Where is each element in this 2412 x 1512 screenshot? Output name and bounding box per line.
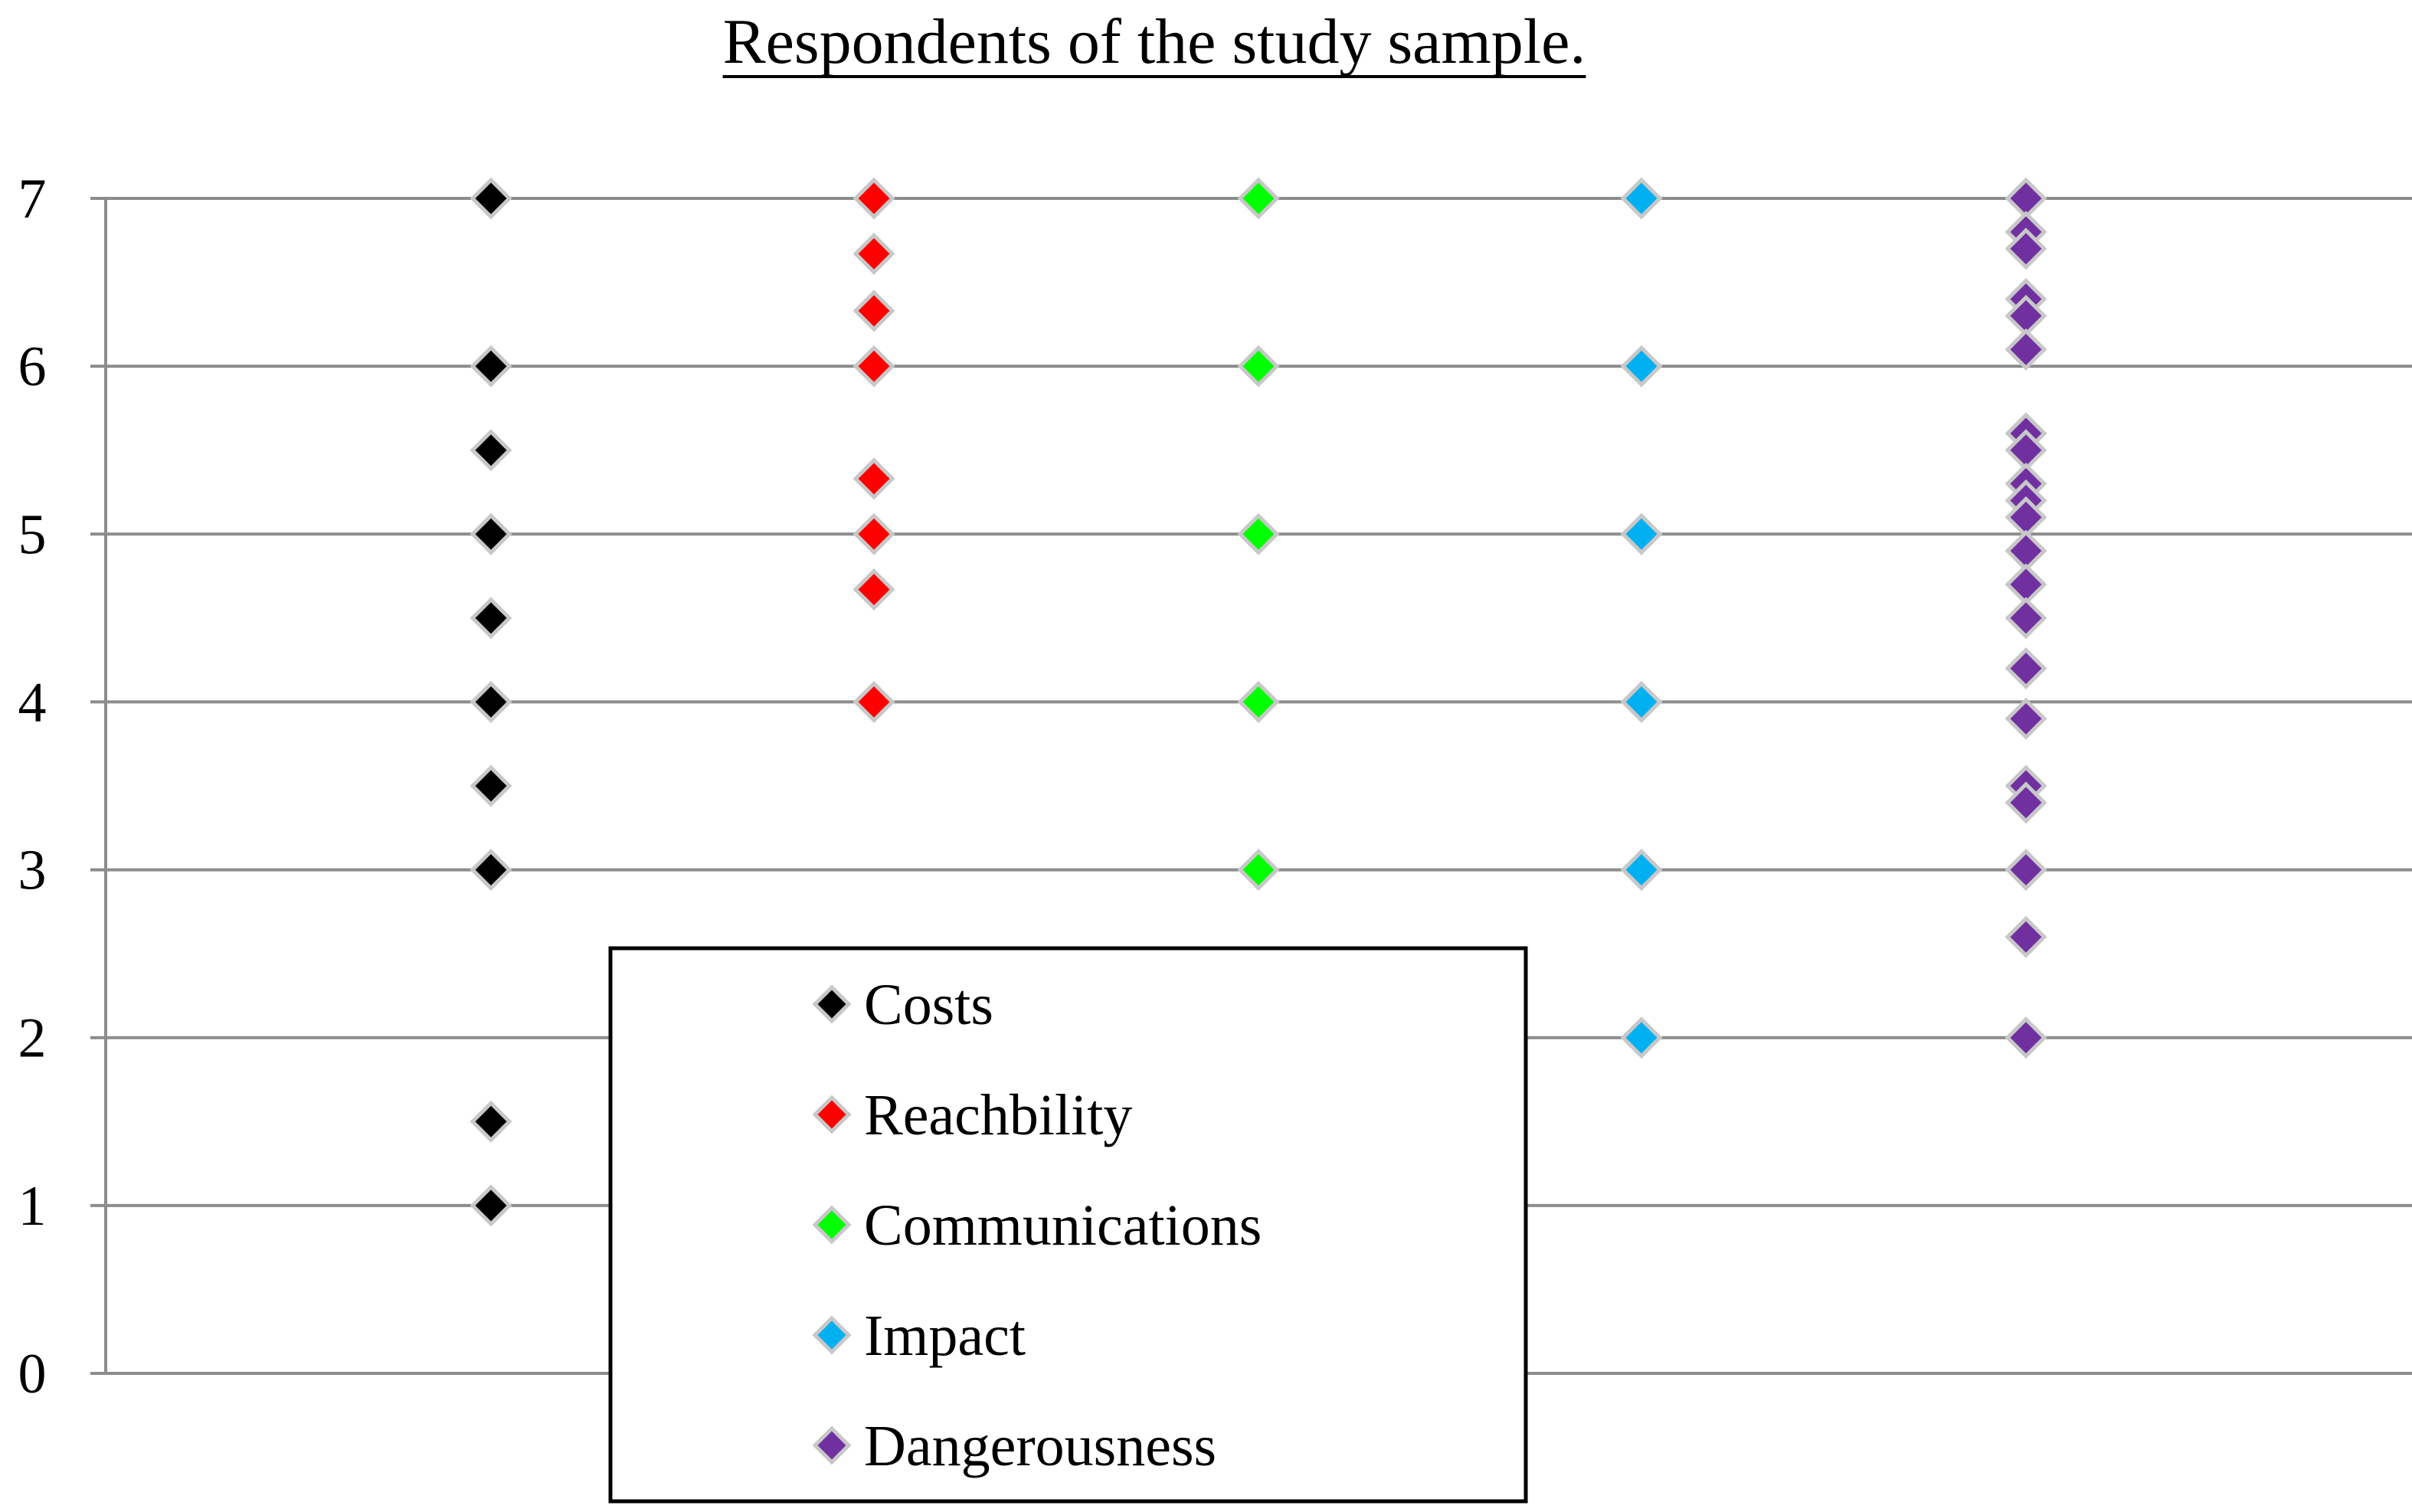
data-point-reachbility (853, 457, 895, 500)
legend-box (608, 946, 1528, 1504)
legend-marker-impact (812, 1315, 852, 1355)
legend-marker-dangerousness (812, 1425, 852, 1465)
data-point-costs (470, 1100, 512, 1143)
data-point-impact (1620, 680, 1663, 723)
y-tick-label: 7 (18, 168, 47, 231)
legend: Costs Reachbility Communications Impact Dang… (608, 946, 1528, 1504)
legend-label-impact: Impact (864, 1304, 1026, 1368)
data-point-reachbility (853, 177, 895, 220)
legend-label-costs: Costs (864, 973, 993, 1037)
data-point-costs (470, 680, 512, 723)
legend-item-dangerousness: Dangerousness (812, 1414, 1216, 1478)
y-tick-label: 4 (18, 671, 47, 734)
data-point-communications (1237, 849, 1280, 892)
legend-item-impact: Impact (812, 1304, 1026, 1368)
series-impact (1620, 177, 1663, 1059)
data-point-impact (1620, 1016, 1663, 1059)
data-point-dangerousness (2005, 328, 2047, 371)
data-point-impact (1620, 177, 1663, 220)
data-point-dangerousness (2005, 781, 2047, 824)
data-point-reachbility (853, 345, 895, 388)
data-point-dangerousness (2005, 915, 2047, 958)
series-dangerousness (2005, 177, 2047, 1059)
data-point-costs (470, 512, 512, 555)
chart-title: Respondents of the study sample. (723, 6, 1586, 77)
series-communications (1237, 177, 1280, 892)
legend-marker-reachbility (812, 1095, 852, 1134)
data-point-impact (1620, 345, 1663, 388)
legend-label-communications: Communications (864, 1193, 1262, 1258)
y-tick-label: 0 (18, 1343, 47, 1406)
y-tick-label: 1 (18, 1175, 47, 1238)
data-point-dangerousness (2005, 647, 2047, 690)
y-tick-label: 5 (18, 503, 47, 566)
data-point-communications (1237, 680, 1280, 723)
y-tick-label: 3 (18, 839, 47, 902)
data-point-reachbility (853, 232, 895, 275)
y-tick-label: 6 (18, 335, 47, 398)
data-point-communications (1237, 512, 1280, 555)
legend-label-reachbility: Reachbility (864, 1083, 1132, 1147)
data-point-dangerousness (2005, 697, 2047, 740)
data-point-communications (1237, 177, 1280, 220)
data-point-dangerousness (2005, 227, 2047, 270)
data-point-costs (470, 597, 512, 640)
series-reachbility (853, 177, 895, 723)
data-point-costs (470, 177, 512, 220)
legend-marker-costs (812, 984, 852, 1024)
data-point-reachbility (853, 680, 895, 723)
legend-item-costs: Costs (812, 973, 993, 1037)
data-point-dangerousness (2005, 849, 2047, 892)
data-point-reachbility (853, 290, 895, 332)
data-point-communications (1237, 345, 1280, 388)
legend-item-communications: Communications (812, 1193, 1262, 1258)
y-tick-label: 2 (18, 1007, 47, 1070)
data-point-costs (470, 764, 512, 807)
legend-label-dangerousness: Dangerousness (864, 1414, 1216, 1478)
data-point-impact (1620, 512, 1663, 555)
data-point-costs (470, 429, 512, 472)
data-point-reachbility (853, 512, 895, 555)
data-point-dangerousness (2005, 1016, 2047, 1059)
data-point-impact (1620, 849, 1663, 892)
legend-item-reachbility: Reachbility (812, 1083, 1132, 1147)
data-point-costs (470, 849, 512, 892)
series-costs (470, 177, 512, 1227)
data-point-costs (470, 345, 512, 388)
data-point-costs (470, 1184, 512, 1227)
legend-marker-communications (812, 1205, 852, 1245)
data-point-dangerousness (2005, 597, 2047, 640)
data-point-reachbility (853, 568, 895, 611)
